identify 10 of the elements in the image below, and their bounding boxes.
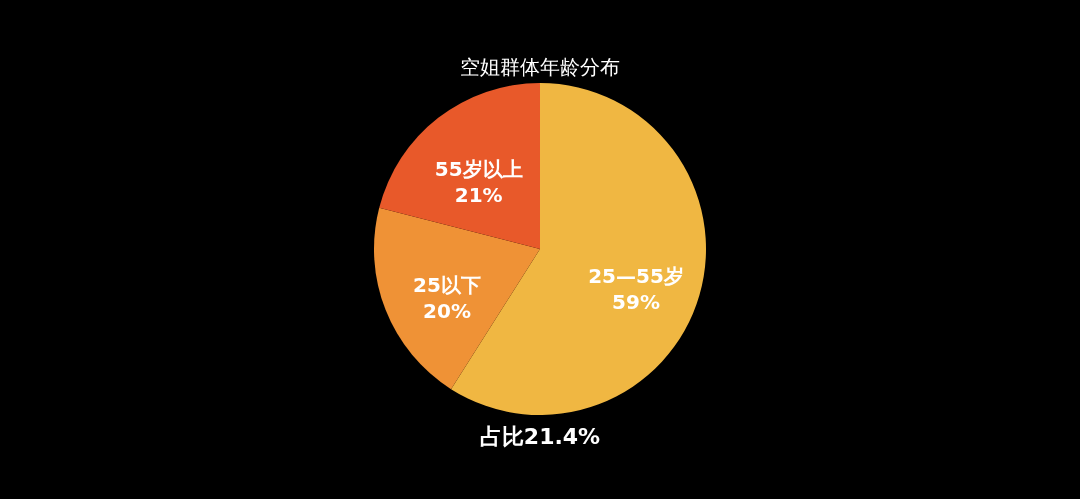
data-label: 59% <box>612 289 660 314</box>
chart-title: 空姐群体年龄分布 <box>460 55 620 79</box>
pie-slice <box>374 207 540 390</box>
data-label: 20% <box>423 298 471 323</box>
data-label: 21% <box>454 182 503 207</box>
slice-label: 25以下 <box>413 272 481 297</box>
text: 占比21.4% <box>479 424 601 449</box>
slice-label: 55岁以上 <box>434 156 523 181</box>
slice-label: 25—55岁 <box>588 263 684 288</box>
pie-slice <box>379 83 540 249</box>
